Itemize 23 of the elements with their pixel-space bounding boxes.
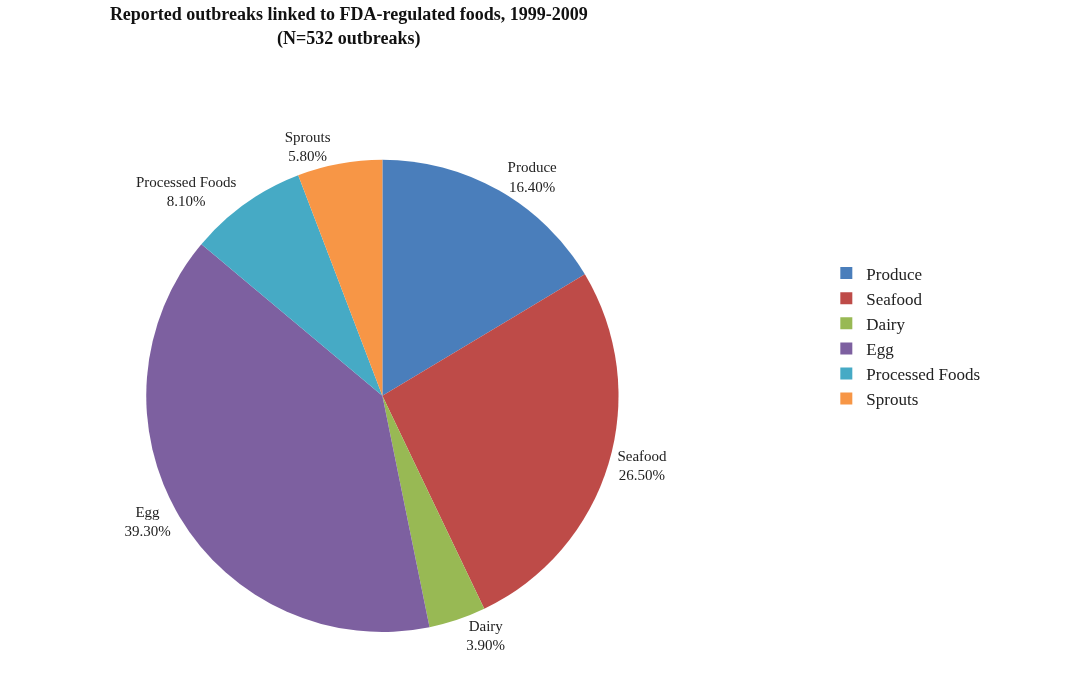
pie-slice <box>382 274 619 609</box>
slice-label: Produce <box>507 159 558 176</box>
slice-label: Sprouts <box>284 128 331 145</box>
legend-label: Processed Foods <box>866 365 981 385</box>
data-label: 39.30% <box>124 523 171 540</box>
data-label: 5.80% <box>288 148 328 165</box>
data-label: 8.10% <box>166 193 206 210</box>
pie-slice <box>382 159 585 396</box>
data-label: 3.90% <box>466 637 506 654</box>
data-label: 26.50% <box>618 467 666 484</box>
legend-label: Dairy <box>866 314 906 334</box>
slice-label: Dairy <box>468 617 504 634</box>
legend-label: Seafood <box>866 289 923 309</box>
data-label: 16.40% <box>509 178 556 195</box>
legend-label: Produce <box>866 264 923 284</box>
slice-label: Seafood <box>617 447 668 464</box>
pie-slice <box>298 159 383 396</box>
chart-title: Reported outbreaks linked to FDA-regulated foods, 1999-2009 <box>109 4 588 25</box>
legend-label: Sprouts <box>866 390 919 410</box>
slice-label: Egg <box>135 503 161 520</box>
slice-label: Processed Foods <box>135 173 237 190</box>
legend-label: Egg <box>866 340 895 360</box>
chart-subtitle: (N=532 outbreaks) <box>277 27 421 49</box>
